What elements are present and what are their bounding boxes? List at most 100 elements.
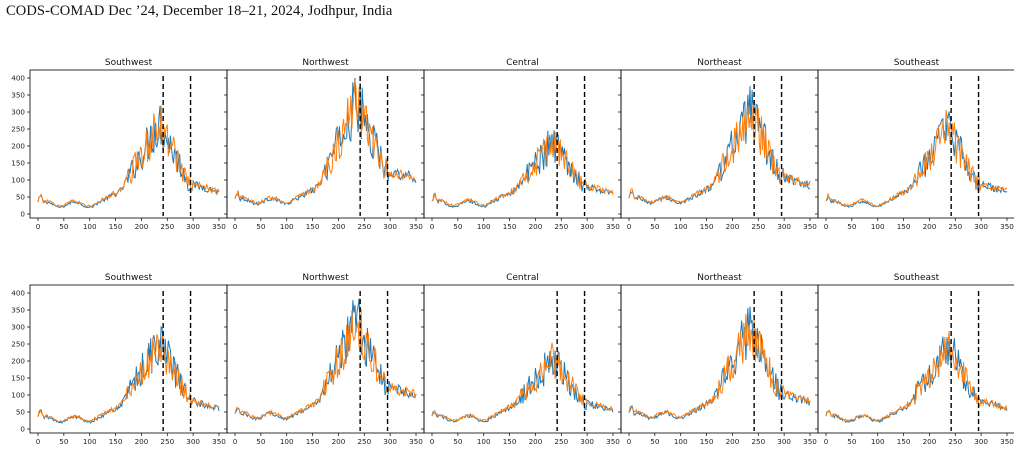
x-tick-label: 0 xyxy=(430,437,435,446)
x-tick-label: 150 xyxy=(700,222,714,231)
panel-title: Southwest xyxy=(105,273,153,283)
x-tick-label: 250 xyxy=(160,437,174,446)
series-line-b xyxy=(37,105,220,208)
series-line-b xyxy=(825,330,1008,422)
x-tick-label: 100 xyxy=(477,437,491,446)
x-tick-label: 100 xyxy=(477,222,491,231)
x-tick-label: 300 xyxy=(777,222,791,231)
axes-frame xyxy=(817,284,1014,434)
y-tick-label: 200 xyxy=(11,357,25,366)
axes-frame xyxy=(29,284,228,434)
panel-5: Southeast 0 50 100 150 200 250 300 350 xyxy=(815,58,1014,231)
panel-title: Northeast xyxy=(697,58,742,68)
x-tick-label: 0 xyxy=(824,222,829,231)
axes-frame xyxy=(620,284,819,434)
x-tick-label: 100 xyxy=(674,437,688,446)
x-tick-label: 0 xyxy=(824,437,829,446)
series-line-a xyxy=(628,306,811,421)
series-line-b xyxy=(628,103,811,205)
x-tick-label: 0 xyxy=(36,222,41,231)
axes-frame xyxy=(29,69,228,219)
x-tick-label: 300 xyxy=(186,222,200,231)
x-tick-label: 150 xyxy=(503,222,517,231)
x-tick-label: 100 xyxy=(674,222,688,231)
x-tick-label: 350 xyxy=(803,437,817,446)
series-line-b xyxy=(431,342,614,422)
x-tick-label: 0 xyxy=(233,437,238,446)
panel-title: Southeast xyxy=(894,58,940,68)
x-tick-label: 50 xyxy=(256,437,266,446)
x-tick-label: 350 xyxy=(1000,437,1014,446)
x-tick-label: 250 xyxy=(948,437,962,446)
page-header: CODS-COMAD Dec ’24, December 18–21, 2024… xyxy=(6,3,393,19)
panel-title: Central xyxy=(506,58,539,68)
x-tick-label: 50 xyxy=(650,222,660,231)
y-tick-label: 100 xyxy=(11,391,25,400)
x-tick-label: 100 xyxy=(871,437,885,446)
x-tick-label: 150 xyxy=(503,437,517,446)
y-tick-label: 400 xyxy=(11,74,25,83)
panel-title: Southeast xyxy=(894,273,940,283)
series-line-a xyxy=(234,77,417,206)
y-tick-label: 100 xyxy=(11,176,25,185)
series-line-a xyxy=(37,326,220,424)
x-tick-label: 300 xyxy=(580,222,594,231)
x-tick-label: 100 xyxy=(871,222,885,231)
x-tick-label: 150 xyxy=(109,222,123,231)
x-tick-label: 250 xyxy=(554,437,568,446)
x-tick-label: 100 xyxy=(280,437,294,446)
x-tick-label: 50 xyxy=(847,437,857,446)
panel-8: Central 0 50 100 150 200 250 300 350 xyxy=(421,273,622,446)
x-tick-label: 100 xyxy=(280,222,294,231)
x-tick-label: 200 xyxy=(332,437,346,446)
x-tick-label: 0 xyxy=(627,222,632,231)
x-tick-label: 350 xyxy=(409,222,423,231)
series-line-b xyxy=(431,131,614,207)
x-tick-label: 300 xyxy=(777,437,791,446)
x-tick-label: 250 xyxy=(751,222,765,231)
x-tick-label: 250 xyxy=(751,437,765,446)
x-tick-label: 0 xyxy=(36,437,41,446)
x-tick-label: 300 xyxy=(974,222,988,231)
y-tick-label: 150 xyxy=(11,159,25,168)
panel-title: Southwest xyxy=(105,58,153,68)
x-tick-label: 100 xyxy=(83,437,97,446)
x-tick-label: 0 xyxy=(233,222,238,231)
panel-3: Central 0 50 100 150 200 250 300 350 xyxy=(421,58,622,231)
y-tick-label: 50 xyxy=(16,193,26,202)
x-tick-label: 300 xyxy=(383,222,397,231)
x-tick-label: 150 xyxy=(897,222,911,231)
panel-7: Northwest 0 50 100 150 200 250 300 350 xyxy=(224,273,425,446)
axes-frame xyxy=(423,69,622,219)
axes-frame xyxy=(226,69,425,219)
y-tick-label: 300 xyxy=(11,108,25,117)
panel-2: Northwest 0 50 100 150 200 250 300 350 xyxy=(224,58,425,231)
series-line-b xyxy=(628,313,811,420)
x-tick-label: 250 xyxy=(357,222,371,231)
y-tick-label: 350 xyxy=(11,306,25,315)
x-tick-label: 150 xyxy=(306,437,320,446)
x-tick-label: 300 xyxy=(974,437,988,446)
x-tick-label: 200 xyxy=(726,437,740,446)
axes-frame xyxy=(817,69,1014,219)
panel-4: Northeast 0 50 100 150 200 250 300 350 xyxy=(618,58,819,231)
x-tick-label: 350 xyxy=(803,222,817,231)
panel-9: Northeast 0 50 100 150 200 250 300 350 xyxy=(618,273,819,446)
x-tick-label: 200 xyxy=(332,222,346,231)
x-tick-label: 200 xyxy=(726,222,740,231)
x-tick-label: 350 xyxy=(409,437,423,446)
x-tick-label: 200 xyxy=(923,222,937,231)
series-line-a xyxy=(37,105,220,209)
axes-frame xyxy=(620,69,819,219)
y-tick-label: 350 xyxy=(11,91,25,100)
y-tick-label: 0 xyxy=(20,425,25,434)
series-line-b xyxy=(234,309,417,420)
y-tick-label: 400 xyxy=(11,289,25,298)
y-tick-label: 250 xyxy=(11,340,25,349)
x-tick-label: 100 xyxy=(83,222,97,231)
x-tick-label: 250 xyxy=(160,222,174,231)
y-tick-label: 300 xyxy=(11,323,25,332)
y-tick-label: 50 xyxy=(16,408,26,417)
y-tick-label: 250 xyxy=(11,125,25,134)
